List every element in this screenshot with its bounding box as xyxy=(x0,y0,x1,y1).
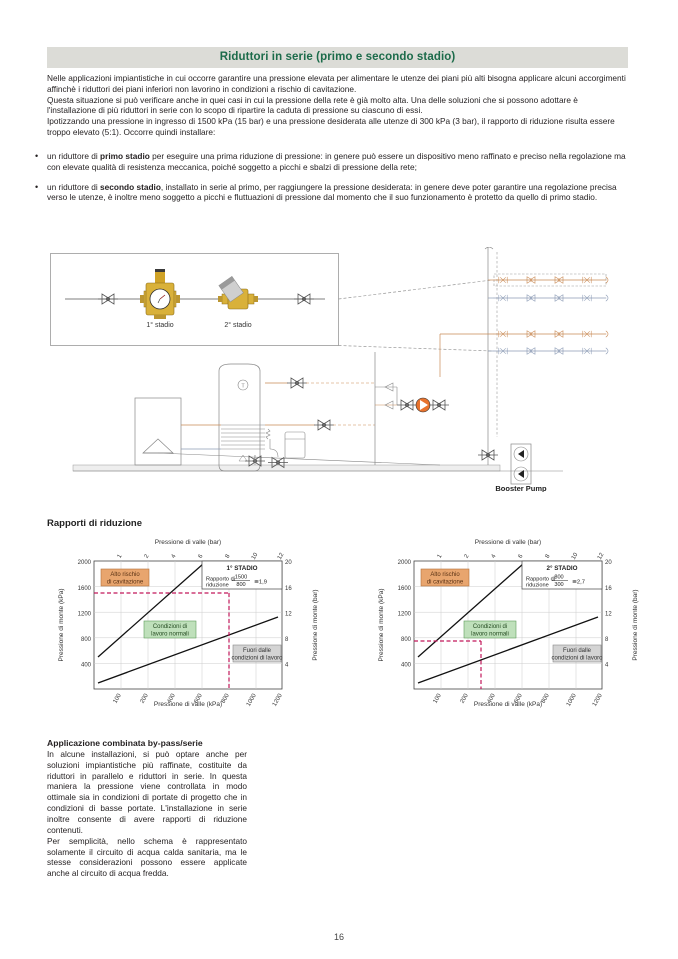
svg-text:8: 8 xyxy=(545,553,552,559)
svg-text:12: 12 xyxy=(285,612,292,618)
svg-text:4: 4 xyxy=(171,553,178,559)
svg-text:10: 10 xyxy=(571,552,580,561)
svg-text:2: 2 xyxy=(464,553,471,559)
svg-text:Pressione di valle (bar): Pressione di valle (bar) xyxy=(475,539,541,546)
svg-text:lavoro normali: lavoro normali xyxy=(151,632,189,638)
svg-text:1200: 1200 xyxy=(398,612,412,618)
svg-text:1000: 1000 xyxy=(566,692,578,707)
svg-text:2000: 2000 xyxy=(78,560,92,566)
svg-text:Fuori dalle: Fuori dalle xyxy=(243,648,272,654)
svg-text:Pressione di valle (kPa): Pressione di valle (kPa) xyxy=(154,701,222,708)
svg-text:Condizioni di: Condizioni di xyxy=(153,624,187,630)
svg-text:400: 400 xyxy=(81,663,92,669)
svg-text:1500: 1500 xyxy=(235,574,247,580)
svg-text:100: 100 xyxy=(113,692,124,704)
svg-text:300: 300 xyxy=(554,582,563,588)
svg-text:Booster Pump: Booster Pump xyxy=(495,484,547,492)
svg-text:8: 8 xyxy=(225,553,232,559)
svg-text:di cavitazione: di cavitazione xyxy=(427,580,464,586)
svg-text:≅2,7: ≅2,7 xyxy=(572,579,585,585)
svg-text:100: 100 xyxy=(433,692,444,704)
svg-text:Pressione di monte (bar): Pressione di monte (bar) xyxy=(632,589,639,660)
svg-text:Alto rischio: Alto rischio xyxy=(430,572,460,578)
svg-text:20: 20 xyxy=(285,560,292,566)
svg-text:riduzione: riduzione xyxy=(206,582,229,588)
svg-text:1200: 1200 xyxy=(272,692,284,707)
svg-text:T: T xyxy=(241,384,245,390)
svg-text:10: 10 xyxy=(251,552,260,561)
svg-text:Fuori dalle: Fuori dalle xyxy=(563,648,592,654)
svg-text:1: 1 xyxy=(117,553,124,559)
svg-text:1° STADIO: 1° STADIO xyxy=(226,564,257,572)
svg-text:200: 200 xyxy=(460,692,471,704)
svg-text:Pressione di monte (bar): Pressione di monte (bar) xyxy=(312,589,319,660)
svg-text:1200: 1200 xyxy=(78,612,92,618)
svg-text:800: 800 xyxy=(401,637,412,643)
svg-text:400: 400 xyxy=(401,663,412,669)
svg-text:8: 8 xyxy=(285,637,289,643)
svg-text:Alto rischio: Alto rischio xyxy=(110,572,140,578)
svg-text:4: 4 xyxy=(491,553,498,559)
svg-text:4: 4 xyxy=(285,663,289,669)
svg-text:Pressione di monte (kPa): Pressione di monte (kPa) xyxy=(58,589,65,662)
svg-text:200: 200 xyxy=(140,692,151,704)
svg-text:16: 16 xyxy=(285,586,292,592)
svg-text:riduzione: riduzione xyxy=(526,582,549,588)
svg-text:20: 20 xyxy=(605,560,612,566)
svg-text:condizioni di lavoro: condizioni di lavoro xyxy=(231,656,283,662)
svg-text:800: 800 xyxy=(236,582,245,588)
svg-text:1600: 1600 xyxy=(398,586,412,592)
svg-text:2: 2 xyxy=(144,553,151,559)
svg-text:16: 16 xyxy=(605,586,612,592)
svg-text:6: 6 xyxy=(518,553,525,559)
svg-text:Pressione di monte (kPa): Pressione di monte (kPa) xyxy=(378,589,385,662)
svg-text:4: 4 xyxy=(605,663,609,669)
svg-text:1200: 1200 xyxy=(592,692,604,707)
svg-text:800: 800 xyxy=(81,637,92,643)
svg-text:2000: 2000 xyxy=(398,560,412,566)
svg-text:Pressione di valle (kPa): Pressione di valle (kPa) xyxy=(474,701,542,708)
svg-text:2° stadio: 2° stadio xyxy=(224,321,251,329)
svg-text:condizioni di lavoro: condizioni di lavoro xyxy=(551,656,603,662)
svg-text:lavoro normali: lavoro normali xyxy=(471,632,509,638)
svg-text:Condizioni di: Condizioni di xyxy=(473,624,507,630)
svg-text:12: 12 xyxy=(605,612,612,618)
svg-text:1000: 1000 xyxy=(246,692,258,707)
svg-text:8: 8 xyxy=(605,637,609,643)
svg-text:2° STADIO: 2° STADIO xyxy=(546,564,577,572)
svg-text:Pressione di valle (bar): Pressione di valle (bar) xyxy=(155,539,221,546)
svg-text:6: 6 xyxy=(198,553,205,559)
svg-text:1600: 1600 xyxy=(78,586,92,592)
svg-text:di cavitazione: di cavitazione xyxy=(107,580,144,586)
svg-text:≅1,9: ≅1,9 xyxy=(254,579,267,585)
svg-text:1: 1 xyxy=(437,553,444,559)
svg-text:800: 800 xyxy=(554,574,563,580)
svg-text:1° stadio: 1° stadio xyxy=(146,321,173,329)
